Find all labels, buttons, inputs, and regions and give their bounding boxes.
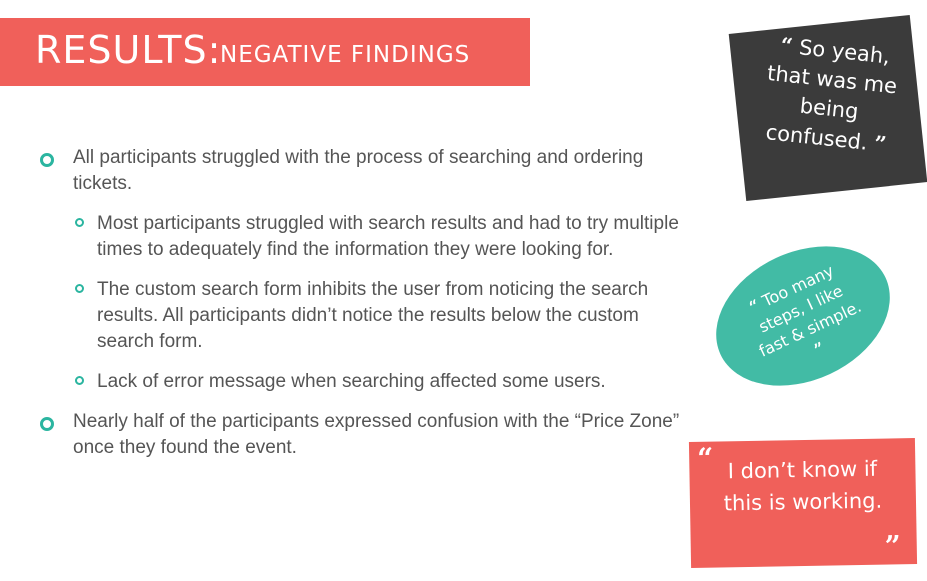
sub-bullet-ring-icon — [75, 218, 84, 227]
bullet-ring-icon — [40, 417, 54, 431]
bullet-text: Nearly half of the participants expresse… — [73, 411, 680, 458]
sub-bullet-item: The custom search form inhibits the user… — [40, 277, 680, 355]
findings-list: All participants struggled with the proc… — [40, 145, 680, 469]
sub-bullet-item: Most participants struggled with search … — [40, 211, 680, 263]
quote-card-dark: “ So yeah, that was me being confused. ” — [728, 14, 927, 202]
close-quote-icon: ” — [811, 338, 828, 360]
sub-bullet-text: The custom search form inhibits the user… — [97, 279, 649, 352]
close-quote-icon: ” — [884, 529, 902, 563]
open-quote-icon: “ — [779, 32, 794, 59]
open-quote-icon: “ — [696, 441, 714, 475]
sub-bullet-ring-icon — [75, 376, 84, 385]
quote-text: I don’t know if this is working. — [723, 456, 883, 516]
title-banner — [0, 18, 530, 86]
sub-bullet-text: Most participants struggled with search … — [97, 213, 679, 260]
bullet-ring-icon — [40, 153, 54, 167]
sub-bullet-ring-icon — [75, 284, 84, 293]
quote-bubble-teal: “ Too many steps, I like fast & simple. … — [693, 219, 913, 413]
bullet-text: All participants struggled with the proc… — [73, 147, 644, 194]
close-quote-icon: ” — [872, 130, 888, 157]
quote-text: “ So yeah, that was me being confused. ” — [764, 32, 899, 157]
bullet-item: Nearly half of the participants expresse… — [40, 409, 680, 461]
bullet-item: All participants struggled with the proc… — [40, 145, 680, 197]
quote-card-red: “ I don’t know if this is working. ” — [688, 438, 918, 568]
sub-bullet-item: Lack of error message when searching aff… — [40, 369, 680, 395]
open-quote-icon: “ — [746, 295, 763, 317]
quote-text: “ Too many steps, I like fast & simple. … — [746, 261, 865, 361]
slide-subtitle: NEGATIVE FINDINGS — [220, 42, 471, 68]
slide-title: RESULTS: — [35, 28, 222, 72]
sub-bullet-text: Lack of error message when searching aff… — [97, 371, 606, 392]
